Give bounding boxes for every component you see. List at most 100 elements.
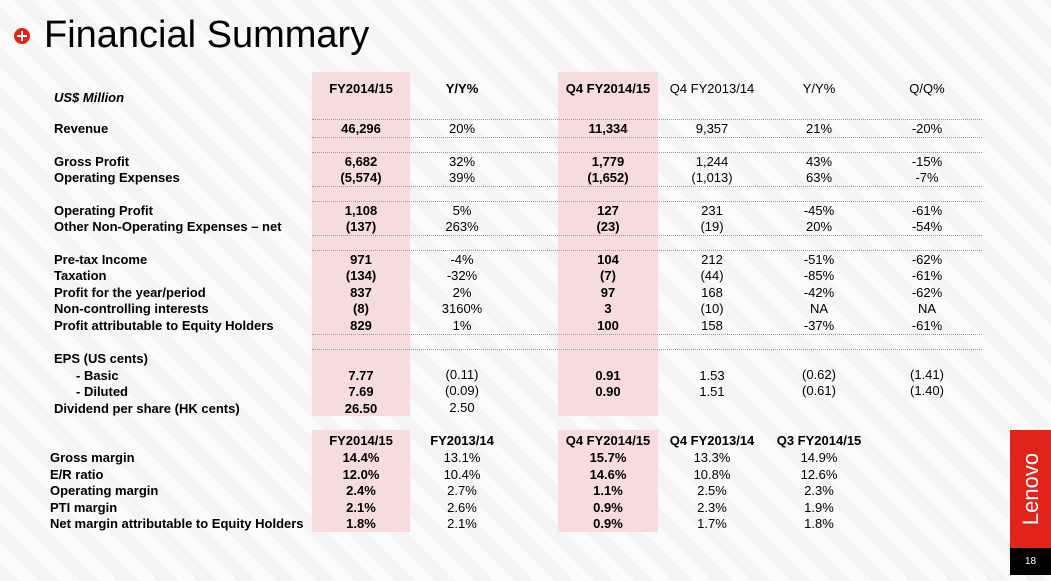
table-cell: 263% <box>445 219 479 234</box>
table-cell: (7) <box>600 268 616 283</box>
table-cell: 1,108 <box>344 203 378 218</box>
table-cell: (44) <box>700 268 724 283</box>
table-cell: 2.6% <box>447 500 477 515</box>
margin-label: PTI margin <box>50 500 118 515</box>
table-cell: 158 <box>701 318 723 333</box>
table-cell: 1.7% <box>697 516 727 531</box>
row-label: Taxation <box>54 268 107 283</box>
col-header: Y/Y% <box>445 81 479 96</box>
table-cell: (0.62) <box>802 367 836 382</box>
table-cell: (5,574) <box>340 170 382 185</box>
brand-text: Lenovo <box>1017 452 1043 526</box>
row-label: Profit for the year/period <box>54 285 206 300</box>
table-cell: 9,357 <box>695 121 729 136</box>
table-cell: 971 <box>350 252 372 267</box>
table-cell: -85% <box>803 268 835 283</box>
table-cell: 100 <box>597 318 619 333</box>
table-cell: 3160% <box>441 301 483 316</box>
table-cell: 2.50 <box>449 400 475 415</box>
table-cell: 1.51 <box>699 384 725 399</box>
table-cell: 7.77 <box>348 368 374 383</box>
table-cell: 168 <box>701 285 723 300</box>
table-cell: 2.7% <box>447 483 477 498</box>
table-cell: 5% <box>452 203 472 218</box>
table-cell: (1.41) <box>910 367 944 382</box>
table-cell: 837 <box>350 285 372 300</box>
table-cell: (0.09) <box>445 383 479 398</box>
table-cell: 14.9% <box>800 450 838 465</box>
col-header: Q4 FY2014/15 <box>565 81 651 96</box>
col-header: Y/Y% <box>802 81 836 96</box>
row-divider <box>312 186 982 187</box>
table-cell: 2% <box>452 285 472 300</box>
table-cell: 63% <box>805 170 833 185</box>
table-cell: -15% <box>911 154 943 169</box>
fy-column-band <box>312 72 410 416</box>
table-cell: 12.0% <box>342 467 380 482</box>
table-cell: -45% <box>803 203 835 218</box>
table-cell: NA <box>809 301 829 316</box>
table-cell: 127 <box>597 203 619 218</box>
row-divider <box>312 201 982 202</box>
table-cell: -54% <box>911 219 943 234</box>
table-cell: -37% <box>803 318 835 333</box>
row-label: Other Non-Operating Expenses – net <box>54 219 282 234</box>
table-cell: 0.9% <box>593 516 623 531</box>
table-cell: 0.91 <box>595 368 621 383</box>
table-cell: 1% <box>452 318 472 333</box>
eps-basic-label: - Basic <box>76 368 119 383</box>
eps-diluted-label: - Diluted <box>76 384 128 399</box>
table-cell: 12.6% <box>800 467 838 482</box>
table-cell: 1.1% <box>593 483 623 498</box>
eps-heading: EPS (US cents) <box>54 351 148 366</box>
row-divider <box>312 137 982 138</box>
margin-col-header: Q4 FY2014/15 <box>565 433 651 448</box>
table-cell: 2.1% <box>447 516 477 531</box>
table-cell: 829 <box>350 318 372 333</box>
table-cell: -61% <box>911 203 943 218</box>
table-cell: 7.69 <box>348 384 374 399</box>
row-divider <box>312 152 982 153</box>
margin-label: Operating margin <box>50 483 159 498</box>
table-cell: 10.8% <box>693 467 731 482</box>
table-cell: 212 <box>701 252 723 267</box>
table-cell: 20% <box>805 219 833 234</box>
margin-label: E/R ratio <box>50 467 104 482</box>
table-cell: (19) <box>700 219 724 234</box>
table-cell: -61% <box>911 268 943 283</box>
row-label: Operating Profit <box>54 203 153 218</box>
table-cell: 104 <box>597 252 619 267</box>
table-cell: 2.1% <box>346 500 376 515</box>
unit-label: US$ Million <box>54 90 125 105</box>
row-divider <box>312 119 982 120</box>
row-divider <box>312 250 982 251</box>
page-title: Financial Summary <box>44 14 370 56</box>
row-label: Profit attributable to Equity Holders <box>54 318 274 333</box>
table-cell: 14.4% <box>342 450 380 465</box>
col-header: FY2014/15 <box>329 81 393 96</box>
plus-circle-icon <box>14 28 30 44</box>
table-cell: 21% <box>805 121 833 136</box>
row-label: Gross Profit <box>54 154 130 169</box>
row-divider <box>312 235 982 236</box>
table-cell: 2.4% <box>346 483 376 498</box>
table-cell: 14.6% <box>589 467 627 482</box>
table-cell: NA <box>917 301 937 316</box>
dividend-label: Dividend per share (HK cents) <box>54 401 240 416</box>
table-cell: 0.90 <box>595 384 621 399</box>
row-label: Operating Expenses <box>54 170 180 185</box>
table-cell: 1,779 <box>591 154 625 169</box>
table-cell: -7% <box>915 170 939 185</box>
col-header: Q/Q% <box>909 81 945 96</box>
row-label: Pre-tax Income <box>54 252 148 267</box>
margin-label: Net margin attributable to Equity Holder… <box>50 516 304 531</box>
table-cell: -61% <box>911 318 943 333</box>
table-cell: 1.53 <box>699 368 725 383</box>
table-cell: -20% <box>911 121 943 136</box>
table-cell: 6,682 <box>344 154 378 169</box>
row-divider <box>312 334 982 335</box>
table-cell: 11,334 <box>588 121 628 136</box>
table-cell: (134) <box>345 268 377 283</box>
col-header: Q4 FY2013/14 <box>669 81 755 96</box>
table-cell: 13.3% <box>693 450 731 465</box>
